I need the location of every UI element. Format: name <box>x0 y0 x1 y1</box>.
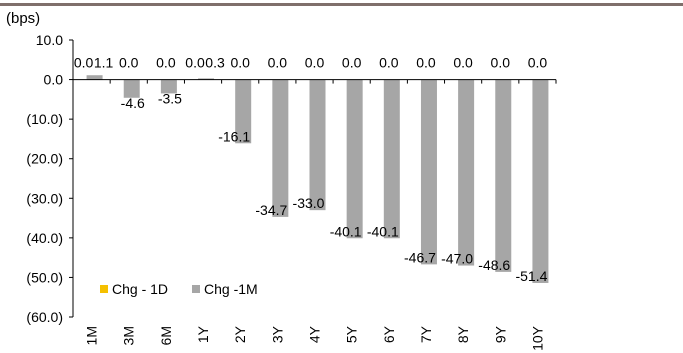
x-tick-label: 10Y <box>529 325 545 351</box>
x-tick-label: 9Y <box>492 325 508 343</box>
bar-chg-1m <box>495 79 512 272</box>
x-tick-label: 3Y <box>269 325 285 343</box>
data-label-chg-1d: 0.0 <box>379 55 399 71</box>
data-label-chg-1d: 0.0 <box>305 55 325 71</box>
data-label-chg-1m: -33.0 <box>293 195 325 211</box>
data-label-chg-1d: 0.0 <box>528 55 548 71</box>
bar-chg-1m <box>123 79 140 98</box>
data-label-chg-1m: -46.7 <box>404 249 436 265</box>
data-label-chg-1m: -51.4 <box>515 268 547 284</box>
data-label-chg-1d: 0.0 <box>156 55 176 71</box>
x-tick-label: 6M <box>158 326 174 345</box>
x-tick-label: 3M <box>121 326 137 345</box>
x-tick-label: 2Y <box>232 325 248 343</box>
data-label-chg-1d: 0.0 <box>416 55 436 71</box>
legend-item-1d: Chg - 1D <box>100 281 168 297</box>
data-label-chg-1d: 0.0 <box>74 55 94 71</box>
data-label-chg-1m: -16.1 <box>218 128 250 144</box>
y-axis-unit-label: (bps) <box>6 10 41 27</box>
data-label-chg-1m: -40.1 <box>330 223 362 239</box>
legend-swatch-1d <box>100 285 108 293</box>
bar-chg-1m <box>160 79 177 94</box>
bar-chg-1m <box>235 79 252 144</box>
x-tick-label: 8Y <box>455 325 471 343</box>
bar-chg-1m <box>532 79 549 283</box>
y-tick-label: (60.0) <box>26 309 63 325</box>
bar-chg-1m <box>458 79 475 266</box>
bar-chg-1m <box>272 79 289 217</box>
x-tick-label: 1Y <box>195 325 211 343</box>
x-tick-label: 5Y <box>344 325 360 343</box>
legend-item-1m: Chg -1M <box>192 281 258 297</box>
legend-label-1d: Chg - 1D <box>112 281 169 297</box>
bar-chg-1m <box>383 79 400 239</box>
x-tick-label: 4Y <box>307 325 323 343</box>
data-label-chg-1d: 0.0 <box>230 55 250 71</box>
bar-chg-1m <box>198 78 215 80</box>
y-tick-label: 10.0 <box>36 32 63 48</box>
data-label-chg-1d: 0.0 <box>491 55 511 71</box>
data-label-chg-1m: -40.1 <box>367 223 399 239</box>
y-tick-label: (10.0) <box>26 111 63 127</box>
bar-chg-1m <box>420 79 437 265</box>
data-label-chg-1m: -47.0 <box>441 251 473 267</box>
x-tick-label: 6Y <box>381 325 397 343</box>
data-label-chg-1d: 0.0 <box>119 55 139 71</box>
legend-label-1m: Chg -1M <box>204 281 258 297</box>
data-label-chg-1m: -3.5 <box>158 90 182 106</box>
data-label-chg-1m: -34.7 <box>255 202 287 218</box>
bar-chg-1m <box>86 75 103 80</box>
y-tick-label: (50.0) <box>26 269 63 285</box>
bar-chg-1m <box>309 79 326 211</box>
y-tick-label: (40.0) <box>26 230 63 246</box>
top-rule <box>0 3 683 6</box>
data-label-chg-1m: -48.6 <box>478 257 510 273</box>
x-tick-label: 1M <box>84 326 100 345</box>
data-label-chg-1m: 0.3 <box>205 55 225 71</box>
x-tick-label: 7Y <box>418 325 434 343</box>
bar-chg-1m <box>346 79 363 239</box>
data-label-chg-1d: 0.0 <box>268 55 288 71</box>
data-label-chg-1d: 0.0 <box>342 55 362 71</box>
data-label-chg-1m: 1.1 <box>94 55 114 71</box>
data-label-chg-1d: 0.0 <box>185 55 205 71</box>
y-tick-label: 0.0 <box>44 72 64 88</box>
y-tick-label: (30.0) <box>26 190 63 206</box>
y-tick-label: (20.0) <box>26 151 63 167</box>
data-label-chg-1d: 0.0 <box>453 55 473 71</box>
data-label-chg-1m: -4.6 <box>121 95 145 111</box>
legend-swatch-1m <box>192 285 201 293</box>
legend: Chg - 1D Chg -1M <box>100 281 282 297</box>
